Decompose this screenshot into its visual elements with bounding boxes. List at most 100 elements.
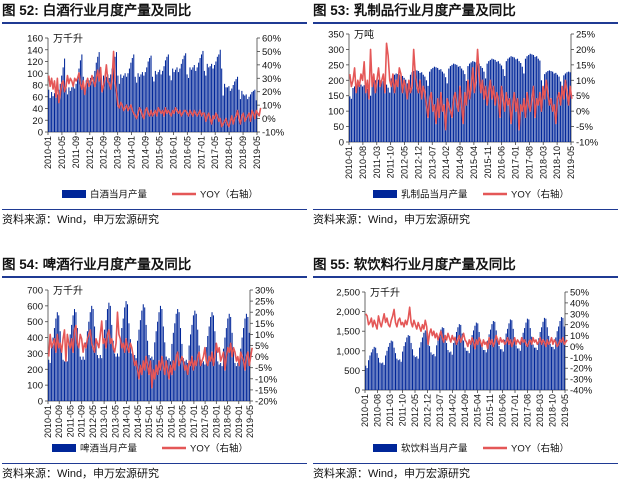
bar — [114, 56, 116, 132]
bar — [406, 337, 408, 390]
bar — [58, 89, 60, 132]
bar — [438, 334, 440, 390]
bar — [460, 324, 462, 390]
bar — [556, 331, 558, 390]
bar — [435, 67, 437, 142]
bar — [366, 88, 368, 142]
x-tick-label: 2013-09 — [113, 136, 123, 169]
bar — [201, 362, 203, 401]
x-tick-label: 2012-05 — [410, 394, 420, 427]
bar — [244, 318, 246, 401]
x-tick-label: 2011-10 — [386, 146, 396, 178]
bar — [89, 312, 91, 401]
bar — [254, 89, 256, 132]
bar — [380, 363, 382, 390]
bar — [461, 333, 463, 390]
legend-label-bar: 软饮料当月产量 — [401, 443, 468, 455]
legend-label-line: YOY（右轴） — [511, 443, 569, 455]
bar — [159, 305, 161, 401]
bar — [393, 347, 395, 390]
bar — [49, 362, 51, 401]
x-tick-label: 2014-02 — [448, 394, 458, 427]
bar — [549, 343, 551, 390]
y-unit-label: 万千升 — [53, 285, 83, 297]
x-tick-label: 2014-01 — [127, 136, 137, 169]
bar — [182, 59, 184, 132]
x-tick-label: 2017-05 — [200, 405, 210, 438]
bar — [492, 59, 495, 142]
bar — [473, 61, 475, 142]
x-tick-label: 2010-01 — [360, 394, 370, 427]
bar — [387, 346, 389, 390]
bar — [239, 99, 241, 132]
bar — [469, 63, 471, 143]
bar — [558, 326, 560, 390]
bar — [561, 87, 563, 142]
y-right-tick-label: 0% — [576, 107, 590, 118]
bar — [240, 348, 242, 401]
chart-title: 图 53: 乳制品行业月度产量及同比 — [313, 2, 618, 24]
bar — [377, 79, 380, 142]
bar — [77, 76, 79, 132]
bar — [59, 331, 61, 401]
y-left-tick-label: 0 — [38, 128, 43, 139]
bar — [226, 87, 228, 132]
bar — [192, 67, 194, 133]
bar — [405, 79, 407, 142]
bar — [157, 72, 159, 132]
bar — [524, 328, 526, 390]
bar — [141, 72, 143, 132]
bar — [98, 52, 100, 132]
bar — [52, 337, 54, 401]
x-tick-label: 2019-01 — [234, 405, 244, 438]
bar — [372, 349, 374, 390]
bar — [419, 347, 421, 390]
bar — [109, 305, 111, 401]
bar — [148, 355, 150, 401]
bar — [218, 364, 220, 401]
bar — [105, 320, 107, 401]
bar — [421, 72, 423, 142]
y-left-tick-label: 120 — [27, 57, 43, 68]
bar — [541, 327, 543, 390]
bar — [480, 66, 482, 142]
bar — [84, 359, 86, 401]
source-note: 资料来源：Wind，申万宏源研究 — [313, 463, 618, 484]
bar — [524, 58, 527, 142]
bar — [149, 57, 151, 133]
y-right-tick-label: 20% — [576, 45, 596, 56]
bar — [480, 339, 482, 390]
y-left-tick-label: 0 — [339, 138, 344, 149]
bar — [72, 315, 74, 401]
bar — [463, 340, 465, 390]
bar — [390, 340, 392, 390]
bar — [227, 318, 229, 401]
bar — [434, 356, 436, 390]
bar — [374, 80, 376, 142]
bar — [464, 347, 466, 390]
bar — [112, 340, 114, 401]
bar — [563, 326, 565, 390]
bar — [196, 67, 198, 133]
bar — [238, 366, 240, 401]
x-tick-label: 2016-05 — [178, 405, 188, 438]
bar — [151, 76, 154, 132]
bar — [464, 74, 466, 142]
bar — [555, 72, 557, 142]
chart-title: 图 54: 啤酒行业月度产量及同比 — [2, 256, 307, 278]
y-left-tick-label: 0 — [355, 386, 360, 397]
x-tick-label: 2013-01 — [99, 405, 109, 438]
bar — [389, 92, 391, 142]
bar — [161, 309, 163, 401]
bar — [144, 307, 146, 401]
bar — [195, 70, 197, 132]
x-tick-label: 2018-03 — [535, 394, 545, 427]
bar — [64, 58, 66, 133]
bar — [536, 350, 538, 390]
bar — [436, 345, 438, 390]
y-right-tick-label: 0% — [262, 114, 276, 125]
y-left-tick-label: 140 — [27, 45, 43, 56]
y-right-tick-label: 20% — [255, 308, 275, 319]
bar — [379, 362, 381, 390]
bar — [169, 361, 171, 401]
